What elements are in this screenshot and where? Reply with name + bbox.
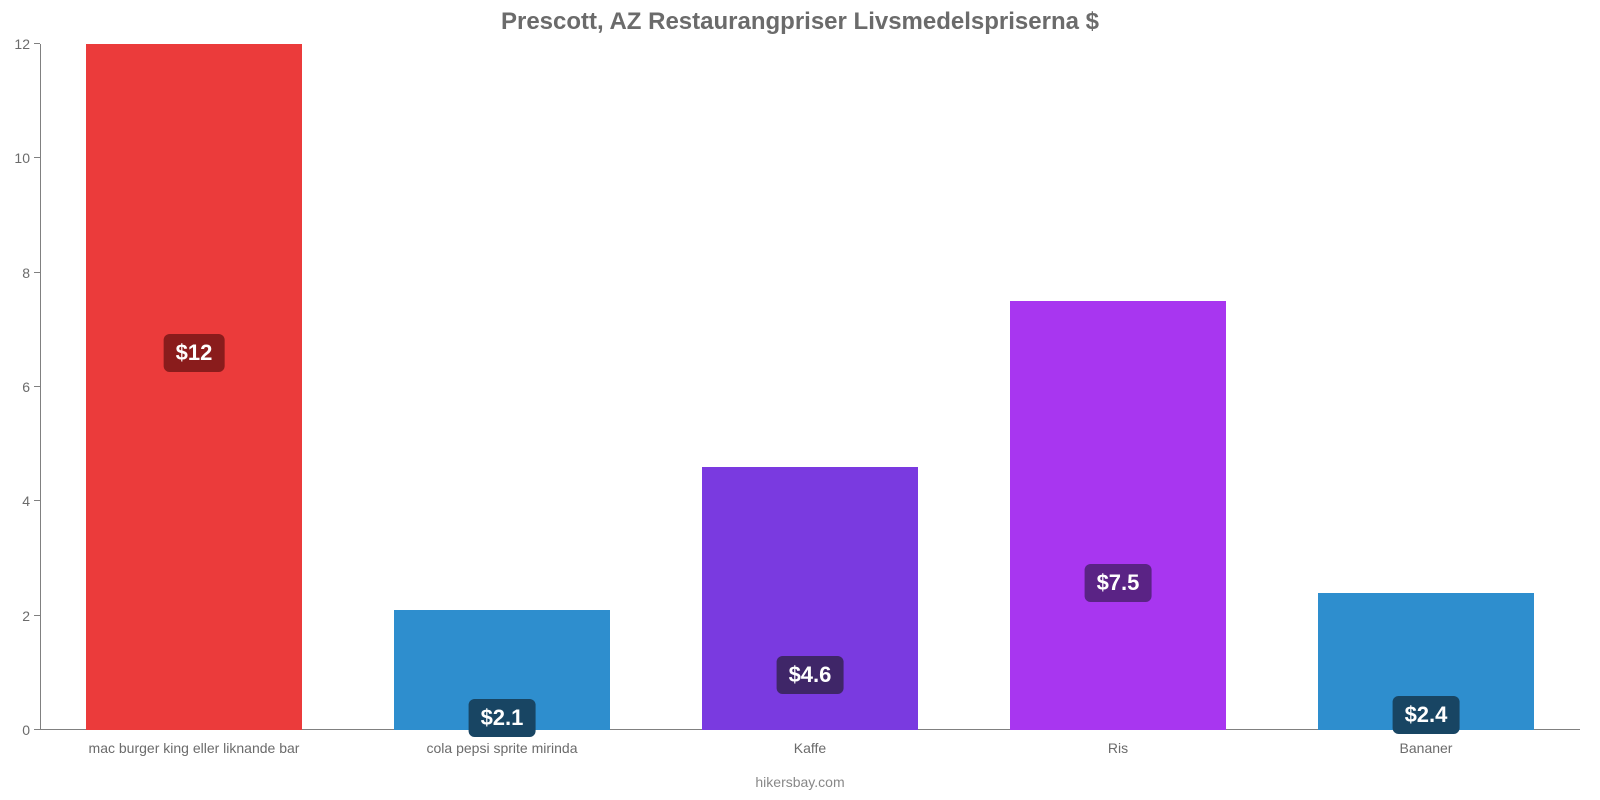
y-tick-label: 2 (22, 608, 40, 624)
chart-title: Prescott, AZ Restaurangpriser Livsmedels… (0, 8, 1600, 36)
bar-value-badge: $4.6 (777, 656, 844, 694)
category-label: Kaffe (794, 730, 826, 756)
bar: $12 (86, 44, 302, 730)
category-label: mac burger king eller liknande bar (89, 730, 300, 756)
category-label: Ris (1108, 730, 1128, 756)
chart-footer: hikersbay.com (0, 774, 1600, 790)
category-label: Bananer (1400, 730, 1453, 756)
bar: $7.5 (1010, 301, 1226, 730)
bars-container: $12 $2.1 $4.6 $7.5 $2.4 (40, 44, 1580, 730)
bar: $4.6 (702, 467, 918, 730)
y-tick-label: 6 (22, 379, 40, 395)
y-tick-label: 8 (22, 265, 40, 281)
bar: $2.4 (1318, 593, 1534, 730)
y-tick-label: 12 (14, 36, 40, 52)
bar-value-badge: $2.4 (1393, 696, 1460, 734)
y-tick-label: 10 (14, 150, 40, 166)
y-tick-label: 4 (22, 493, 40, 509)
plot-area: $12$2.1$4.6$7.5$2.4 024681012mac burger … (40, 44, 1580, 730)
bar: $2.1 (394, 610, 610, 730)
bar-value-badge: $7.5 (1085, 564, 1152, 602)
bar-value-badge: $12 (164, 334, 225, 372)
y-tick-label: 0 (22, 722, 40, 738)
category-label: cola pepsi sprite mirinda (427, 730, 578, 756)
price-bar-chart: Prescott, AZ Restaurangpriser Livsmedels… (0, 0, 1600, 800)
